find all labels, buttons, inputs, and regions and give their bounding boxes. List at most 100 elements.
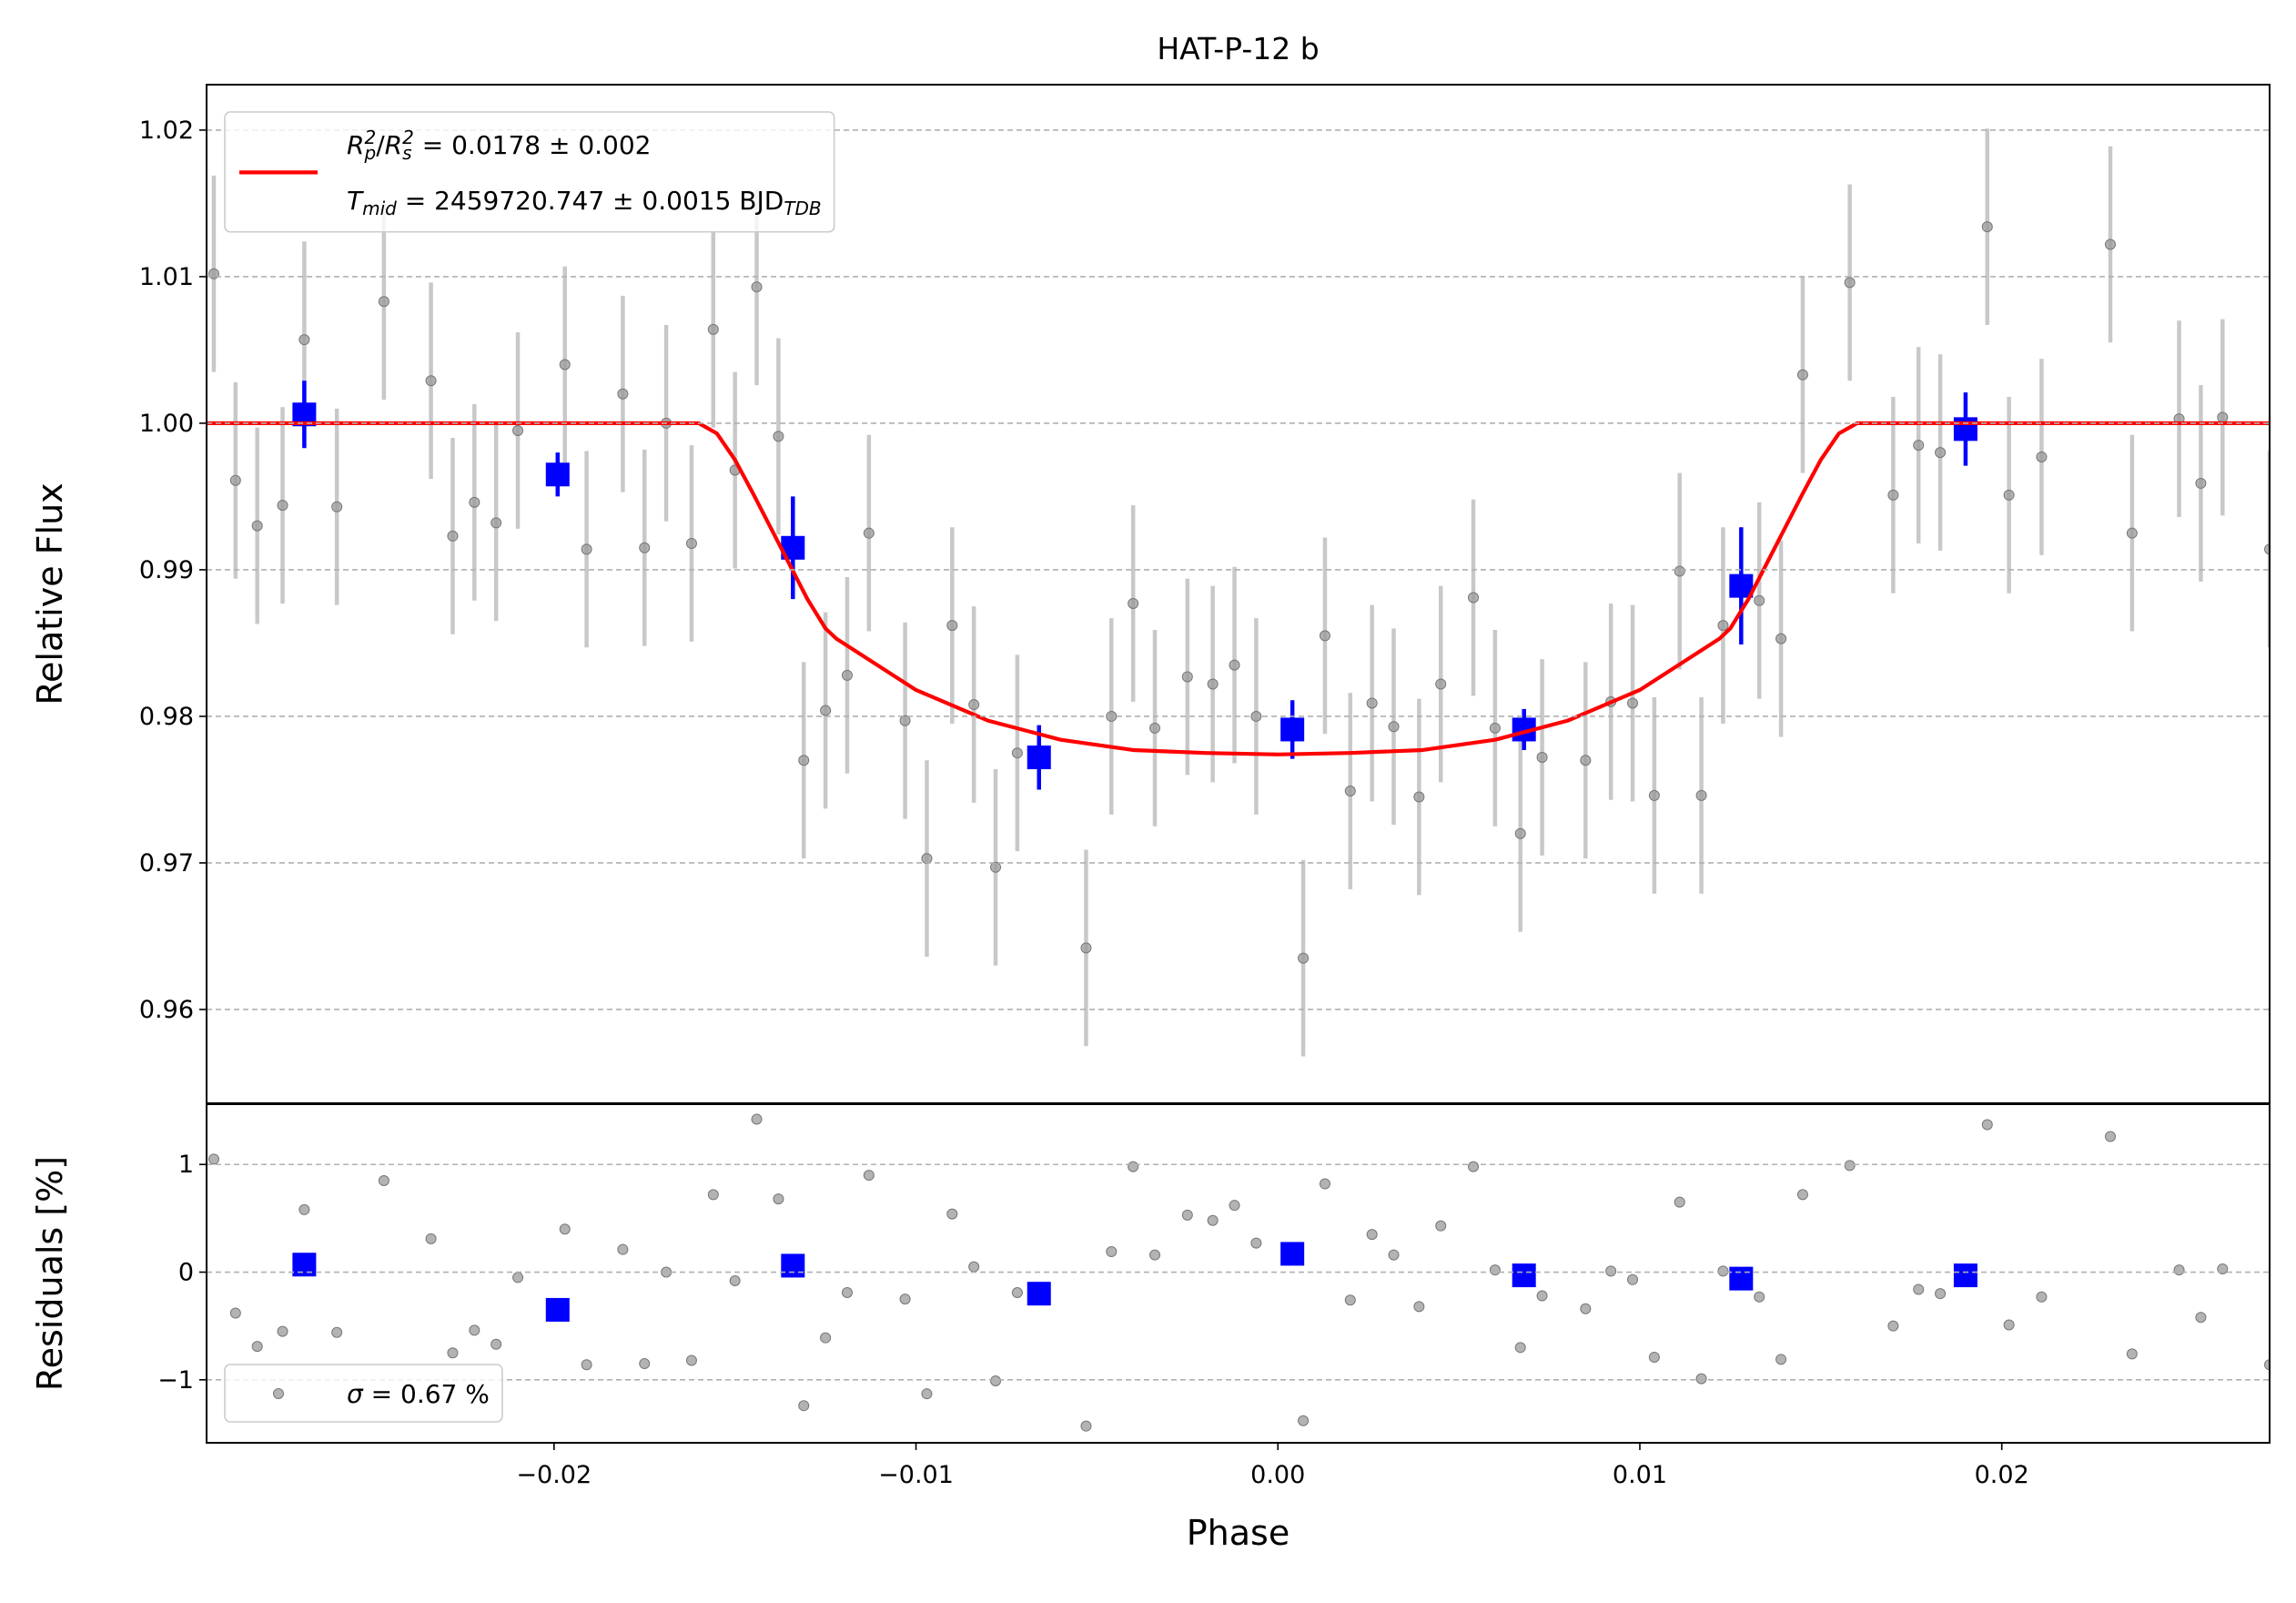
data-point	[1080, 1420, 1092, 1432]
data-point	[707, 1189, 719, 1201]
data-point	[1413, 791, 1425, 803]
y-tick-label: 1.02	[139, 117, 194, 145]
data-point	[1181, 1209, 1193, 1221]
data-point	[990, 861, 1002, 873]
data-point	[331, 501, 343, 512]
binned-point	[1953, 417, 1977, 441]
data-point	[425, 375, 437, 387]
data-point	[251, 520, 263, 532]
data-point	[1181, 671, 1193, 683]
data-point	[1844, 277, 1856, 289]
data-point	[512, 424, 524, 436]
data-point	[820, 1332, 832, 1344]
data-point	[1128, 1161, 1139, 1172]
binned-point	[1512, 1263, 1536, 1288]
data-point	[1717, 1265, 1729, 1277]
legend-text: s	[402, 142, 411, 164]
data-point	[1435, 678, 1447, 690]
data-point	[921, 1388, 933, 1400]
data-point	[729, 1274, 741, 1286]
data-point	[1754, 1291, 1765, 1303]
data-point	[968, 1261, 980, 1273]
data-point	[1796, 1189, 1808, 1201]
data-point	[1536, 1290, 1548, 1302]
data-point	[1435, 1220, 1447, 1232]
data-point	[2036, 451, 2048, 462]
legend-text: 2	[364, 127, 376, 148]
y-tick-label: 0.98	[139, 703, 194, 731]
data-point	[1648, 1351, 1660, 1363]
data-point	[1388, 721, 1400, 733]
binned-point	[292, 1253, 317, 1277]
data-point	[798, 755, 810, 766]
data-point	[1250, 1237, 1262, 1249]
data-point	[229, 1307, 241, 1319]
data-point	[229, 474, 241, 486]
data-point	[1011, 747, 1023, 759]
data-point	[469, 496, 480, 508]
x-tick-label: 0.02	[1975, 1461, 2029, 1489]
data-point	[1674, 565, 1685, 577]
data-point	[378, 1174, 389, 1186]
legend-label: σ = 0.67 %	[347, 1379, 490, 1409]
data-point	[1695, 789, 1707, 801]
data-point	[685, 537, 697, 549]
legend-text: /	[376, 130, 385, 160]
data-point	[1580, 1303, 1592, 1314]
data-point	[425, 1233, 437, 1244]
y-tick-label: 0	[178, 1259, 194, 1287]
y-tick-label: 1.00	[139, 410, 194, 438]
data-point	[1468, 592, 1480, 604]
data-point	[2003, 489, 2015, 501]
x-tick-label: −0.02	[516, 1461, 592, 1489]
data-point	[899, 715, 911, 726]
y-tick-label: 0.97	[139, 849, 194, 878]
data-point	[1489, 722, 1501, 734]
data-point	[863, 1170, 875, 1182]
data-point	[1775, 1354, 1787, 1365]
y-tick-label: 0.96	[139, 996, 194, 1024]
data-point	[331, 1326, 343, 1338]
data-point	[2217, 411, 2229, 423]
binned-point	[545, 1297, 570, 1322]
binned-point	[1953, 1263, 1977, 1288]
data-point	[1935, 1288, 1947, 1300]
data-point	[773, 431, 784, 442]
data-point	[1796, 369, 1808, 380]
data-point	[251, 1341, 263, 1353]
binned-point	[1027, 746, 1051, 770]
data-point	[968, 699, 980, 711]
data-point	[1011, 1286, 1023, 1298]
data-point	[820, 705, 832, 716]
legend-text: = 0.67 %	[363, 1379, 490, 1409]
data-point	[2126, 1348, 2138, 1360]
data-point	[1468, 1161, 1480, 1172]
legend-text: = 2459720.747 ± 0.0015 BJD	[397, 186, 784, 216]
data-point	[1319, 1178, 1330, 1190]
y-tick-label: −1	[157, 1366, 194, 1395]
data-point	[1149, 722, 1161, 734]
legend-label: Rp2/Rs2 = 0.0178 ± 0.002	[347, 127, 652, 164]
legend-text: TDB	[784, 198, 821, 219]
data-point	[1366, 1229, 1378, 1241]
data-point	[2264, 543, 2270, 555]
binned-point	[1729, 1266, 1754, 1291]
data-point	[1514, 827, 1526, 839]
data-point	[2126, 527, 2138, 539]
data-point	[1536, 752, 1548, 764]
data-point	[581, 543, 592, 555]
x-axis-label: Phase	[1187, 1513, 1290, 1553]
data-point	[447, 1347, 459, 1359]
data-point	[491, 1338, 502, 1350]
data-point	[1648, 789, 1660, 801]
data-point	[1207, 678, 1219, 690]
data-point	[207, 1153, 219, 1165]
data-point	[1344, 786, 1356, 797]
data-point	[1229, 1200, 1240, 1212]
legend: σ = 0.67 %	[224, 1364, 503, 1423]
data-point	[1887, 489, 1899, 501]
data-point	[1717, 620, 1729, 632]
data-point	[1695, 1373, 1707, 1385]
legend-text: p	[363, 142, 376, 164]
